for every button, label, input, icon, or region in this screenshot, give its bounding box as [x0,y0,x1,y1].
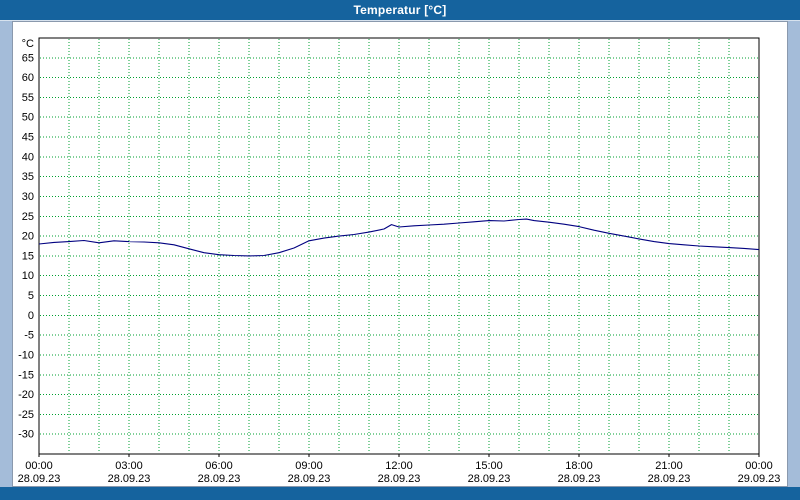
x-tick-time-label: 18:00 [565,460,593,472]
y-tick-label: 10 [22,270,34,282]
x-tick-time-label: 21:00 [655,460,683,472]
x-tick-date-label: 28.09.23 [558,473,601,485]
x-tick-time-label: 12:00 [385,460,413,472]
window-titlebar: Temperatur [°C] [0,0,800,21]
y-tick-label: -5 [24,330,34,342]
x-tick-date-label: 28.09.23 [108,473,151,485]
y-tick-label: 5 [28,290,34,302]
x-tick-date-label: 28.09.23 [648,473,691,485]
x-tick-time-label: 09:00 [295,460,323,472]
x-tick-time-label: 15:00 [475,460,503,472]
y-tick-label: -20 [18,389,34,401]
x-tick-date-label: 28.09.23 [288,473,331,485]
y-tick-label: 20 [22,231,34,243]
y-tick-label: 30 [22,191,34,203]
y-tick-label: -15 [18,369,34,381]
x-tick-date-label: 28.09.23 [378,473,421,485]
x-tick-time-label: 00:00 [745,460,773,472]
x-tick-date-label: 28.09.23 [18,473,61,485]
y-tick-label: 45 [22,132,34,144]
x-tick-time-label: 03:00 [115,460,143,472]
x-tick-time-label: 06:00 [205,460,233,472]
y-tick-label: 40 [22,151,34,163]
y-axis-unit-label: °C [22,38,34,50]
y-tick-label: 35 [22,171,34,183]
y-tick-label: 65 [22,52,34,64]
x-tick-date-label: 28.09.23 [468,473,511,485]
chart-panel: -30 -25 -20 -15 -10 -5 0 5 10 15 20 25 30 35 40 45 50 55 6… [12,21,788,487]
bottom-status-bar [0,487,800,500]
y-tick-label: -30 [18,429,34,441]
y-tick-label: -10 [18,350,34,362]
temperature-series-line [38,218,760,257]
temperature-line-chart: -30 -25 -20 -15 -10 -5 0 5 10 15 20 25 30 35 40 45 50 55 6… [18,37,781,485]
x-tick-date-label: 28.09.23 [198,473,241,485]
y-tick-label: 15 [22,250,34,262]
y-tick-label: 60 [22,72,34,84]
y-tick-label: 50 [22,112,34,124]
chart-title: Temperatur [°C] [353,3,447,17]
y-tick-label: 55 [22,92,34,104]
y-tick-label: -25 [18,409,34,421]
x-tick-time-label: 00:00 [25,460,53,472]
x-tick-date-label: 29.09.23 [738,473,781,485]
y-tick-label: 0 [28,310,34,322]
y-tick-label: 25 [22,211,34,223]
